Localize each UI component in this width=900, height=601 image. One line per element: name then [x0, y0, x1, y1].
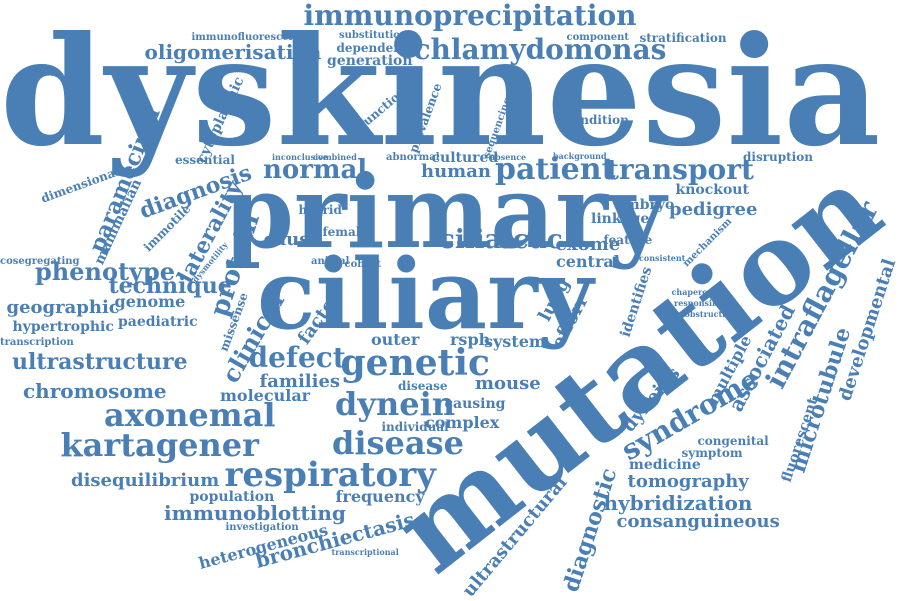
cloud-word: causing — [444, 396, 506, 412]
cloud-word: cohort — [344, 259, 382, 270]
cloud-word: inconclusive — [272, 152, 328, 162]
cloud-word: component — [566, 32, 630, 43]
cloud-word: genome — [114, 292, 186, 311]
cloud-word: phenotype — [35, 257, 176, 286]
cloud-word: individual — [381, 420, 449, 434]
cloud-word: kartagener — [60, 426, 260, 464]
cloud-word: outer — [371, 330, 420, 349]
cloud-word: immunofluorescence — [191, 32, 309, 43]
cloud-word: congenital — [697, 434, 769, 448]
cloud-word: combined — [313, 152, 357, 162]
cloud-word: primary — [224, 153, 666, 271]
cloud-word: background — [553, 151, 607, 161]
cloud-word: frequency — [335, 487, 425, 506]
cloud-word: disruption — [743, 150, 813, 164]
cloud-word: geographic — [6, 297, 120, 318]
cloud-word: transcription — [0, 337, 74, 348]
cloud-word: mouse — [475, 373, 541, 394]
cloud-word: hybrid — [298, 203, 342, 217]
cloud-word: system — [484, 332, 546, 351]
cloud-word: feature — [603, 233, 653, 247]
cloud-word: exome — [555, 234, 621, 255]
cloud-word: female — [322, 225, 368, 239]
cloud-word: patient — [495, 152, 616, 187]
cloud-word: dyskinesia — [0, 4, 881, 180]
cloud-word: cultured — [431, 150, 499, 166]
cloud-word: dependent — [336, 41, 408, 55]
cloud-word: disease — [398, 379, 448, 393]
cloud-word: generation — [327, 53, 413, 69]
cloud-word: disequilibrium — [71, 470, 220, 491]
cloud-word: transport — [606, 153, 754, 186]
cloud-word: respiratory — [224, 455, 436, 495]
cloud-word: molecular — [220, 386, 311, 405]
cloud-word: oligomerisation — [144, 40, 322, 64]
cloud-word: chromosome — [23, 379, 167, 403]
cloud-word: hypertrophic — [12, 319, 114, 335]
cloud-word: responsible — [674, 298, 726, 308]
cloud-word: embryo — [616, 197, 675, 213]
cloud-word: consistent — [639, 253, 686, 263]
cloud-word: animal — [311, 256, 350, 267]
cloud-word: axonemal — [104, 396, 276, 434]
cloud-word: cosegregating — [0, 256, 80, 267]
cloud-word: chlamydomonas — [413, 33, 667, 66]
cloud-word: chaperone — [671, 287, 719, 297]
cloud-word: genetic — [340, 342, 490, 384]
cloud-word: disease — [332, 424, 465, 462]
cloud-word: tomography — [627, 471, 749, 492]
cloud-word: dynein — [335, 385, 456, 423]
cloud-word: linkage — [591, 211, 650, 227]
cloud-word: population — [189, 489, 275, 505]
cloud-word: cilia — [439, 225, 502, 255]
cloud-word: absence — [490, 152, 527, 162]
cloud-word: condition — [565, 113, 629, 127]
cloud-word: knockout — [675, 182, 749, 198]
cloud-word: transcriptional — [331, 547, 399, 557]
cloud-word: stratification — [639, 31, 727, 45]
cloud-word: ciliary — [257, 238, 594, 351]
cloud-word: investigation — [225, 522, 299, 533]
cloud-word: normal — [263, 155, 368, 185]
cloud-word: rsph — [450, 330, 491, 349]
cloud-word: symptom — [681, 446, 743, 460]
cloud-word: complex — [425, 413, 500, 432]
cloud-word: obstructive — [684, 309, 736, 319]
cloud-word: families — [259, 371, 341, 392]
cloud-word: central — [556, 252, 620, 271]
cloud-word: technique — [108, 273, 232, 299]
cloud-word: essential — [175, 153, 235, 167]
cloud-word: consanguineous — [616, 511, 780, 532]
cloud-word: cause — [263, 229, 321, 250]
cloud-word: medicine — [629, 457, 701, 473]
cloud-word: immunoblotting — [164, 501, 346, 525]
cloud-word: hybridization — [603, 491, 753, 515]
cloud-word: abnormal — [386, 152, 440, 163]
cloud-word: paediatric — [118, 314, 198, 330]
cloud-word: ccdc — [497, 225, 563, 255]
cloud-word: defect — [248, 341, 346, 374]
cloud-word: ultrastructure — [12, 349, 188, 375]
cloud-word: pedigree — [669, 199, 758, 220]
cloud-word: substitution — [339, 30, 408, 41]
cloud-word: human — [421, 161, 491, 182]
cloud-word: immunoprecipitation — [303, 0, 637, 32]
